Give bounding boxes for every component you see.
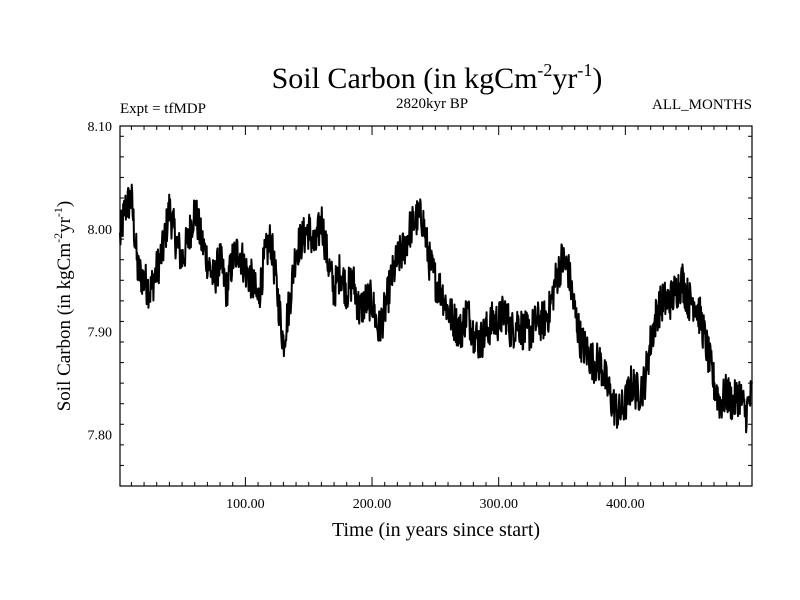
- period-label: 2820kyr BP: [396, 96, 468, 112]
- chart-title-main: Soil Carbon (in kgCm: [272, 62, 538, 95]
- axis-ticks: [120, 126, 752, 487]
- plot-frame: [119, 125, 753, 487]
- y-axis-label-mid: yr: [54, 216, 75, 233]
- chart-title: Soil Carbon (in kgCm-2yr-1): [272, 60, 603, 95]
- x-tick-label: 200.00: [353, 497, 392, 512]
- x-tick-label: 400.00: [606, 497, 645, 512]
- x-tick-label: 100.00: [226, 497, 265, 512]
- y-tick-label: 8.10: [88, 120, 113, 135]
- x-axis-label: Time (in years since start): [332, 519, 540, 541]
- y-axis-label-main: Soil Carbon (in kgCm: [54, 243, 75, 412]
- y-axis-label-sup1: -2: [51, 233, 65, 243]
- months-label: ALL_MONTHS: [652, 97, 752, 113]
- y-tick-label: 7.80: [88, 429, 113, 444]
- chart-title-mid: yr: [552, 62, 577, 95]
- experiment-label: Expt = tfMDP: [120, 101, 206, 117]
- chart-title-end: ): [592, 62, 602, 95]
- y-tick-label: 7.90: [88, 326, 113, 341]
- x-tick-label: 300.00: [479, 497, 518, 512]
- chart-title-sup2: -1: [577, 60, 592, 80]
- y-axis-label-end: ): [54, 201, 75, 207]
- chart-title-sup1: -2: [537, 60, 552, 80]
- y-axis-label-sup2: -1: [51, 207, 65, 217]
- series-line: [119, 183, 753, 434]
- axis-tick-labels: 100.00 200.00 300.00 400.00 7.80 7.90 8.00 8.10: [88, 120, 645, 512]
- y-axis-label: Soil Carbon (in kgCm-2yr-1): [51, 201, 75, 412]
- y-tick-label: 8.00: [88, 223, 113, 238]
